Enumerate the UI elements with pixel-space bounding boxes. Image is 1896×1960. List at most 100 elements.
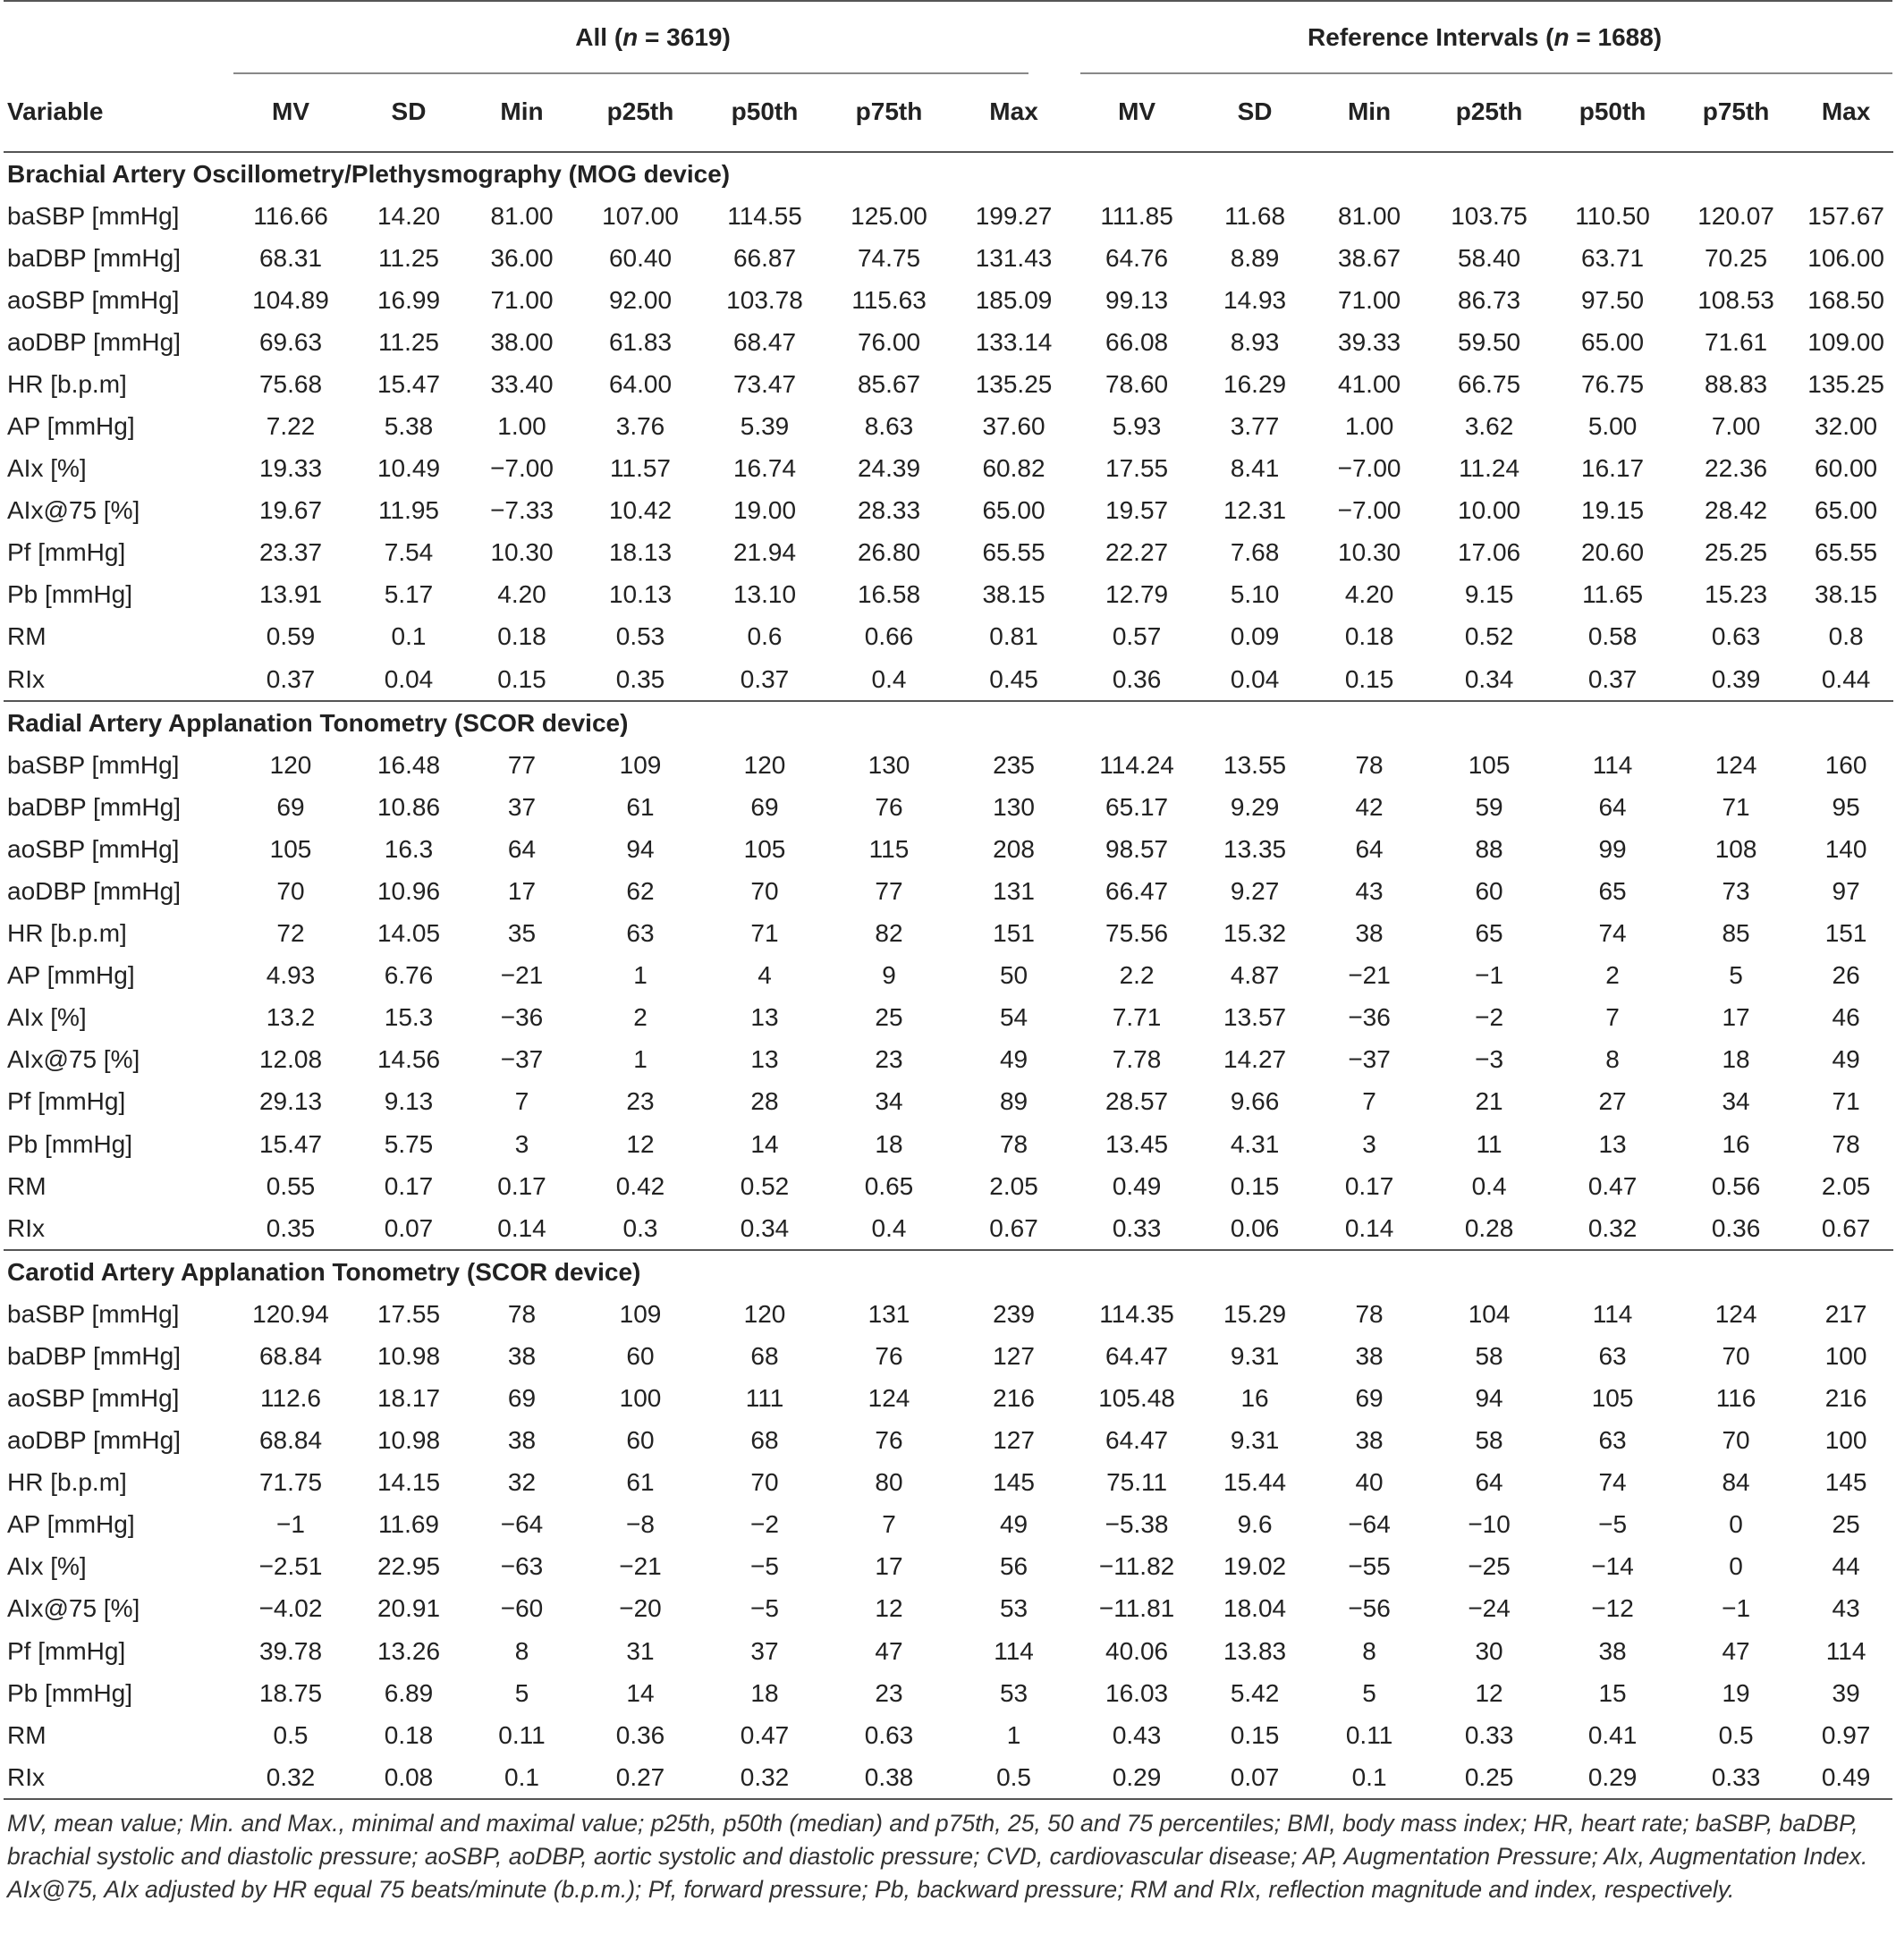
table-cell: 16.29 <box>1223 369 1287 398</box>
table-cell: 9.31 <box>1230 1426 1280 1455</box>
table-cell: 0.42 <box>615 1171 665 1200</box>
table-cell: 28.42 <box>1705 496 1768 525</box>
table-cell: 38 <box>507 1341 537 1370</box>
table-cell: −8 <box>626 1510 655 1539</box>
table-cell: 13.10 <box>732 580 797 609</box>
table-cell: 39.78 <box>258 1636 323 1665</box>
table-cell: 71.75 <box>258 1468 323 1497</box>
table-cell: 65.55 <box>982 538 1045 567</box>
table-cell: 104 <box>1468 1299 1511 1328</box>
section-title: Carotid Artery Applanation Tonometry (SC… <box>7 1257 641 1286</box>
table-cell: 38.15 <box>1815 580 1878 609</box>
table-cell: 75.68 <box>258 369 323 398</box>
table-cell: 0.63 <box>1711 622 1761 651</box>
row-variable-label: aoDBP [mmHg] <box>7 327 181 356</box>
table-cell: −25 <box>1468 1552 1511 1581</box>
table-cell: 39.33 <box>1338 327 1401 356</box>
table-cell: 68.47 <box>732 327 797 356</box>
table-cell: 81.00 <box>490 201 554 230</box>
table-cell: 105.48 <box>1098 1383 1175 1412</box>
table-cell: 16.58 <box>857 580 921 609</box>
table-cell: −36 <box>1348 1003 1391 1032</box>
table-row: HR [b.p.m] 75.68 15.47 33.40 64.00 73.47 85.67… <box>4 363 1893 405</box>
table-cell: 24.39 <box>857 454 921 483</box>
table-cell: 32 <box>507 1468 537 1497</box>
table-cell: 5.17 <box>384 580 434 609</box>
table-cell: 9.27 <box>1230 876 1280 905</box>
table-cell: 22.27 <box>1105 538 1169 567</box>
table-cell: 11.25 <box>378 327 439 356</box>
table-cell: 0.32 <box>740 1762 790 1791</box>
table-cell: 64 <box>1598 792 1627 821</box>
table-cell: 13.91 <box>258 580 323 609</box>
table-row: AP [mmHg] 7.22 5.38 1.00 3.76 5.39 8.63 37.60 5.… <box>4 405 1893 447</box>
table-cell: 112.6 <box>260 1383 321 1412</box>
table-row: AIx@75 [%] −4.02 20.91 −60 −20 −5 12 53 −11.81 18… <box>4 1588 1893 1630</box>
table-cell: 23 <box>626 1087 655 1116</box>
section-header-row: Brachial Artery Oscillometry/Plethysmogr… <box>4 152 1893 195</box>
table-cell: −7.00 <box>490 454 554 483</box>
table-cell: 50 <box>999 961 1028 990</box>
table-cell: 4.20 <box>497 580 546 609</box>
table-cell: −21 <box>500 961 544 990</box>
group-header-all: All (n = 3619) <box>230 2 1076 72</box>
table-body: Brachial Artery Oscillometry/Plethysmogr… <box>4 152 1894 1798</box>
row-variable-label: Pb [mmHg] <box>7 1129 133 1158</box>
table-cell: 15 <box>1598 1678 1627 1707</box>
column-header: Max <box>952 72 1077 153</box>
column-header: p50th <box>703 72 826 153</box>
table-cell: 71 <box>1832 1087 1860 1116</box>
table-cell: 81.00 <box>1338 201 1401 230</box>
table-cell: 216 <box>1824 1383 1867 1412</box>
table-top-rule <box>4 0 1892 2</box>
table-cell: 76 <box>875 1426 903 1455</box>
row-variable-label: AIx@75 [%] <box>7 1594 140 1623</box>
table-cell: 13 <box>750 1045 779 1074</box>
table-cell: 5.00 <box>1587 412 1638 441</box>
table-cell: 13.55 <box>1223 750 1287 779</box>
column-header: p25th <box>1426 72 1553 153</box>
table-cell: 103.78 <box>726 285 803 314</box>
column-header: SD <box>351 72 466 153</box>
column-header: MV <box>230 72 351 153</box>
table-cell: 88 <box>1475 834 1503 863</box>
table-cell: 0.5 <box>996 1762 1031 1791</box>
table-cell: 17.55 <box>377 1299 441 1328</box>
table-cell: 65.00 <box>1581 327 1645 356</box>
row-variable-label: aoDBP [mmHg] <box>7 1426 181 1455</box>
group-header-row: All (n = 3619) Reference Intervals (n = … <box>4 2 1893 72</box>
table-cell: 72 <box>276 919 305 948</box>
table-cell: 0.57 <box>1112 622 1162 651</box>
table-cell: 7.68 <box>1230 538 1280 567</box>
table-cell: −63 <box>500 1552 544 1581</box>
table-cell: 60 <box>1475 876 1503 905</box>
group-header-reference: Reference Intervals (n = 1688) <box>1076 2 1893 72</box>
table-cell: 0.1 <box>391 622 427 651</box>
table-cell: 114.24 <box>1099 750 1174 779</box>
table-cell: 0.47 <box>740 1720 790 1749</box>
table-row: AP [mmHg] −1 11.69 −64 −8 −2 7 49 −5.38 9.6 −64 −10… <box>4 1504 1893 1546</box>
table-cell: 3.77 <box>1230 412 1280 441</box>
table-cell: 6.76 <box>384 961 434 990</box>
table-cell: −7.00 <box>1337 454 1401 483</box>
column-header: Min <box>466 72 578 153</box>
table-cell: 0.5 <box>273 1720 309 1749</box>
table-cell: 16 <box>1722 1129 1750 1158</box>
table-cell: 109 <box>619 1299 662 1328</box>
table-cell: −2 <box>1475 1003 1504 1032</box>
table-cell: 99.13 <box>1105 285 1169 314</box>
table-row: baSBP [mmHg] 116.66 14.20 81.00 107.00 114.55… <box>4 195 1893 237</box>
column-header: Min <box>1312 72 1427 153</box>
table-cell: 124 <box>1714 1299 1757 1328</box>
table-cell: 8 <box>1362 1636 1376 1665</box>
table-cell: 2.2 <box>1119 961 1155 990</box>
table-cell: 12.08 <box>258 1045 323 1074</box>
table-cell: 127 <box>993 1426 1035 1455</box>
row-variable-label: AIx [%] <box>7 454 87 483</box>
table-cell: 60.00 <box>1815 454 1878 483</box>
table-cell: 94 <box>1475 1383 1503 1412</box>
table-cell: 63.71 <box>1581 243 1645 272</box>
row-variable-label: RIx <box>4 658 230 703</box>
table-cell: 70 <box>750 876 779 905</box>
table-row: RIx 0.37 0.04 0.15 0.35 0.37 0.4 0.45 0.36 0.04 0.… <box>4 658 1894 703</box>
